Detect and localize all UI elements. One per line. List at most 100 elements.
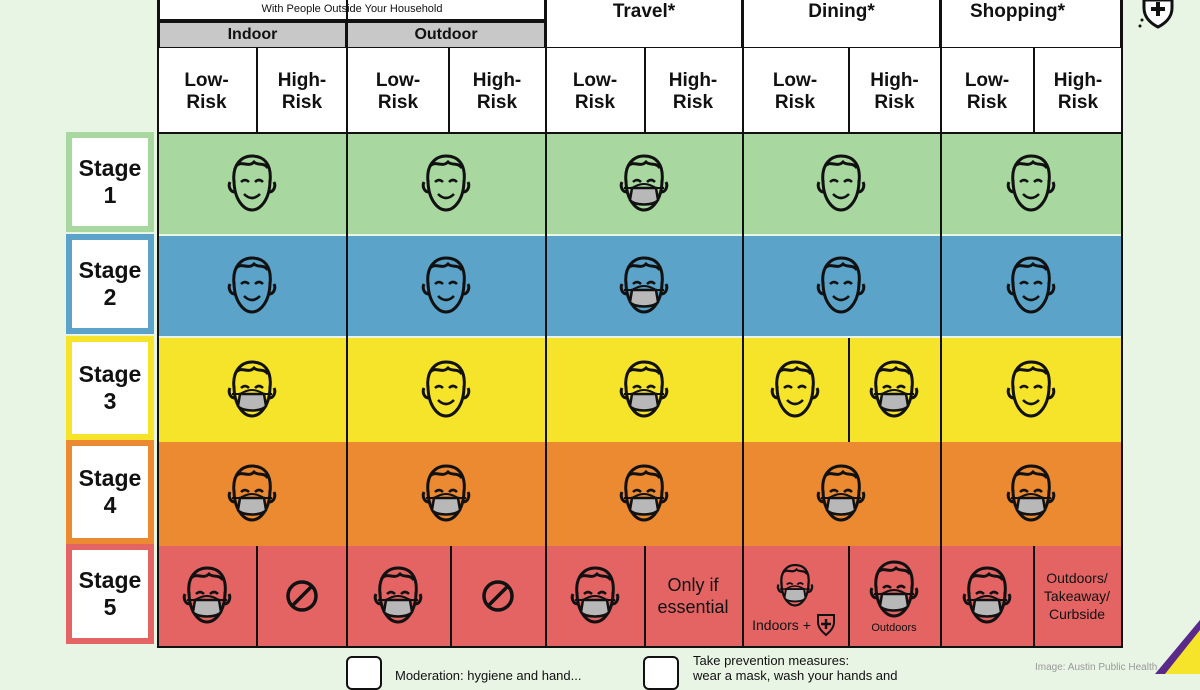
risk-word-1: High-: [668, 70, 718, 91]
smile-face-icon: [940, 338, 1121, 442]
mask-face-icon: [157, 546, 256, 646]
shopping-header: Shopping*: [939, 0, 1123, 50]
smile-face-icon: [346, 338, 545, 442]
corner-decoration: [1155, 620, 1200, 674]
low-risk-label: Low- Risk: [157, 50, 256, 134]
smile-face-icon: [742, 338, 848, 442]
stage-word: Stage: [78, 257, 142, 283]
stage-3-label: Stage 3: [66, 336, 154, 440]
indoor-header: Indoor: [157, 20, 348, 50]
risk-word-2: Risk: [774, 92, 816, 113]
grid-line: [157, 646, 1123, 648]
legend-right-line2: wear a mask, wash your hands and: [693, 668, 898, 683]
grid-line: [848, 546, 850, 646]
smile-face-icon: [742, 134, 940, 234]
mask-face-icon: [545, 546, 644, 646]
indoors-plus-text: Indoors +: [752, 617, 811, 633]
smile-face-icon: [157, 236, 346, 336]
low-risk-label: Low- Risk: [546, 50, 644, 134]
stage-word: Stage: [78, 361, 142, 387]
grid-line: [940, 0, 942, 648]
smile-face-icon: [346, 236, 545, 336]
legend-left-text: Moderation: hygiene and hand...: [395, 668, 582, 683]
risk-word-2: Risk: [574, 92, 616, 113]
stage-5-row: [157, 546, 1123, 646]
smile-face-icon: [346, 134, 545, 234]
legend-right-line1: Take prevention measures:: [693, 653, 850, 668]
mask-face-icon: [545, 442, 742, 546]
stage-word: Stage: [78, 567, 142, 593]
risk-word-1: Low-: [572, 70, 618, 91]
mask-face-icon: [348, 546, 448, 646]
mask-face-icon: [742, 442, 940, 546]
stage-number: 3: [103, 388, 117, 414]
only-if-essential-cell: Only if essential: [644, 546, 742, 646]
risk-word-1: Low-: [184, 70, 229, 91]
grid-line: [644, 48, 646, 134]
risk-word-2: Risk: [966, 92, 1008, 113]
low-risk-label: Low- Risk: [742, 50, 848, 134]
legend-mask-icon: [643, 656, 679, 690]
mask-face-icon: [545, 134, 742, 234]
risk-header-row: [157, 48, 1123, 134]
grid-line: [157, 0, 159, 648]
mask-face-icon: [545, 338, 742, 442]
stage-word: Stage: [78, 155, 142, 181]
high-risk-label: High- Risk: [448, 50, 546, 134]
essential-text: essential: [657, 597, 729, 617]
dining-outdoor-cell: Outdoors: [848, 546, 940, 646]
stage-2-label: Stage 2: [66, 234, 154, 334]
risk-word-1: High-: [1053, 70, 1103, 91]
mask-face-icon: [545, 236, 742, 336]
prohibited-icon: [256, 546, 348, 646]
risk-word-1: Low-: [375, 70, 421, 91]
mask-face-icon: [848, 338, 940, 442]
stage-number: 4: [103, 492, 117, 518]
risk-word-2: Risk: [476, 92, 518, 113]
risk-word-1: High-: [870, 70, 919, 91]
risk-word-2: Risk: [186, 92, 227, 113]
grid-line: [742, 0, 744, 648]
grid-line: [256, 48, 258, 134]
shop-text-3: Curbside: [1048, 606, 1106, 622]
stage-5-label: Stage 5: [66, 544, 154, 644]
grid-line: [256, 546, 258, 646]
dining-header: Dining*: [741, 0, 942, 50]
stage-number: 5: [103, 594, 117, 620]
risk-word-2: Risk: [281, 92, 323, 113]
mask-face-icon: [157, 338, 346, 442]
mask-face-icon: [940, 546, 1033, 646]
risk-word-2: Risk: [1057, 92, 1099, 113]
mask-face-icon: [346, 442, 545, 546]
shop-text-1: Outdoors/: [1046, 570, 1108, 586]
risk-word-1: Low-: [964, 70, 1010, 91]
mask-face-icon: [940, 442, 1121, 546]
stage-number: 1: [103, 182, 117, 208]
smile-face-icon: [940, 134, 1121, 234]
prohibited-icon: [450, 546, 546, 646]
risk-word-2: Risk: [672, 92, 714, 113]
risk-word-2: Risk: [377, 92, 419, 113]
shield-icon: [1138, 0, 1174, 29]
smile-face-icon: [157, 134, 346, 234]
dining-indoor-cell: Indoors +: [742, 546, 848, 646]
only-if-text: Only if: [667, 575, 719, 595]
low-risk-label: Low- Risk: [941, 50, 1033, 134]
shopping-options-cell: Outdoors/Takeaway/Curbside: [1033, 546, 1121, 646]
risk-word-1: High-: [472, 70, 522, 91]
grid-line: [346, 0, 348, 648]
grid-line: [448, 48, 450, 134]
shield-icon: [816, 614, 835, 637]
grid-line: [157, 132, 1123, 134]
high-risk-label: High- Risk: [644, 50, 742, 134]
grid-line: [1033, 48, 1035, 134]
risk-word-2: Risk: [874, 92, 915, 113]
grid-line: [545, 0, 547, 648]
grid-line: [1033, 546, 1035, 646]
high-risk-label: High- Risk: [1033, 50, 1123, 134]
stage-word: Stage: [78, 465, 142, 491]
grid-line: [848, 48, 850, 134]
grid-line: [1121, 0, 1123, 648]
smile-face-icon: [940, 236, 1121, 336]
high-risk-label: High- Risk: [848, 50, 941, 134]
